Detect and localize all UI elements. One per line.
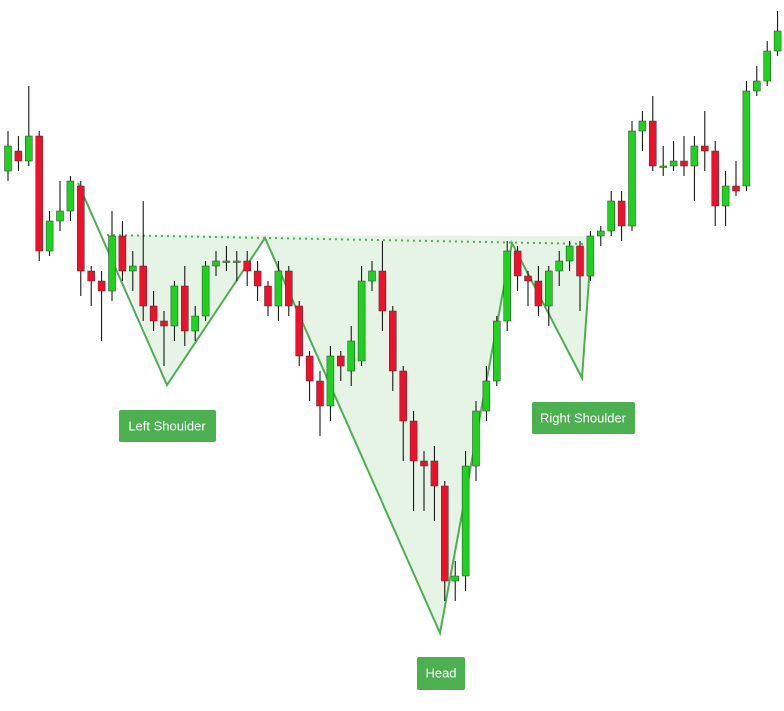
- candle-body: [534, 280, 543, 307]
- candle-body: [576, 245, 584, 277]
- candle-body: [597, 230, 605, 237]
- candle-body: [45, 220, 54, 252]
- candle-body: [77, 185, 85, 272]
- candle-body: [451, 575, 459, 582]
- candle-body: [160, 320, 168, 327]
- candle-body: [108, 235, 116, 292]
- candle-body: [680, 160, 688, 167]
- candle-body: [659, 165, 667, 168]
- candle-body: [149, 305, 158, 322]
- candle-body: [337, 355, 345, 367]
- candle-body: [191, 315, 199, 332]
- candle-body: [316, 380, 324, 407]
- candle-body: [669, 160, 678, 167]
- candle-body: [389, 310, 397, 372]
- candle-body: [14, 150, 23, 162]
- candle-body: [87, 270, 95, 282]
- candle-body: [253, 270, 262, 287]
- candle-body: [461, 465, 470, 577]
- labels: Left Shoulder Head Right Shoulder: [119, 402, 635, 690]
- candle-body: [264, 285, 272, 307]
- candle-body: [701, 145, 709, 152]
- candle-body: [35, 135, 43, 252]
- candle-body: [56, 210, 64, 222]
- candle-body: [503, 250, 511, 322]
- pattern-line: [77, 182, 593, 637]
- candle-body: [420, 460, 428, 467]
- candle-body: [399, 370, 407, 422]
- candle-body: [565, 245, 574, 262]
- candle-body: [378, 270, 387, 312]
- candle-body: [763, 50, 771, 82]
- candle-body: [617, 200, 626, 227]
- candle-body: [274, 270, 283, 307]
- candle-body: [347, 340, 355, 372]
- candle-body: [586, 235, 595, 277]
- candle-body: [170, 285, 179, 327]
- candle-body: [97, 280, 106, 292]
- annotation: Right Shoulder: [540, 410, 627, 425]
- candle-body: [430, 460, 439, 487]
- candle-body: [607, 200, 615, 232]
- candle-body: [441, 485, 449, 582]
- candle-body: [233, 260, 241, 263]
- label-box: [417, 657, 465, 690]
- candle-body: [628, 130, 636, 227]
- pattern-area: [107, 235, 592, 633]
- candle-body: [482, 380, 491, 412]
- candle-body: [721, 185, 730, 207]
- candle-body: [139, 265, 147, 307]
- candle-body: [732, 185, 740, 192]
- candle-body: [753, 80, 761, 92]
- candle-body: [649, 120, 657, 167]
- candle-body: [129, 265, 137, 272]
- candle-body: [711, 150, 719, 207]
- candle-body: [181, 285, 189, 332]
- candle-body: [118, 235, 127, 272]
- candle-body: [409, 420, 418, 462]
- annotation: Left Shoulder: [128, 418, 206, 433]
- candle-body: [212, 260, 220, 267]
- pattern-overlay: [77, 182, 593, 637]
- candle-body: [690, 145, 699, 167]
- candle-body: [222, 260, 231, 263]
- candles: [4, 11, 782, 601]
- candle-body: [524, 275, 532, 282]
- candle-body: [742, 90, 751, 187]
- label-box: [119, 410, 216, 442]
- candle-body: [472, 410, 480, 467]
- candle-body: [545, 270, 553, 307]
- annotation: Head: [425, 665, 456, 680]
- candle-body: [357, 280, 366, 362]
- candle-body: [4, 145, 12, 172]
- candle-body: [201, 265, 210, 317]
- candle-body: [555, 260, 563, 272]
- label-box: [532, 402, 635, 434]
- candle-body: [368, 270, 376, 282]
- candle-body: [305, 355, 314, 382]
- candle-body: [513, 250, 522, 277]
- candle-body: [638, 120, 647, 132]
- candle-body: [326, 355, 335, 407]
- candle-body: [285, 270, 293, 307]
- candle-body: [493, 320, 501, 382]
- candle-body: [66, 180, 75, 212]
- candle-body: [295, 305, 303, 357]
- candle-body: [773, 30, 782, 52]
- candle-body: [243, 260, 251, 272]
- candle-body: [25, 135, 33, 162]
